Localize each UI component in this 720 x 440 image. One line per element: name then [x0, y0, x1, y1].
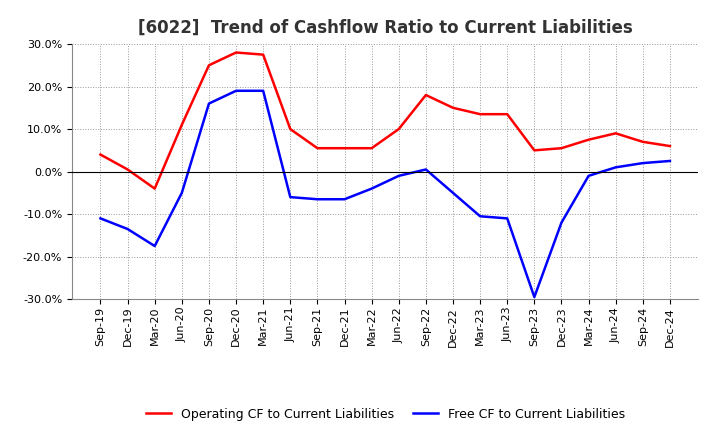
Operating CF to Current Liabilities [367, 146, 376, 151]
Free CF to Current Liabilities [96, 216, 105, 221]
Free CF to Current Liabilities [503, 216, 511, 221]
Free CF to Current Liabilities [367, 186, 376, 191]
Operating CF to Current Liabilities [204, 62, 213, 68]
Operating CF to Current Liabilities [150, 186, 159, 191]
Free CF to Current Liabilities [204, 101, 213, 106]
Operating CF to Current Liabilities [178, 122, 186, 128]
Free CF to Current Liabilities [421, 167, 430, 172]
Free CF to Current Liabilities [557, 220, 566, 225]
Operating CF to Current Liabilities [665, 143, 674, 149]
Operating CF to Current Liabilities [584, 137, 593, 142]
Free CF to Current Liabilities [341, 197, 349, 202]
Free CF to Current Liabilities [584, 173, 593, 179]
Operating CF to Current Liabilities [557, 146, 566, 151]
Operating CF to Current Liabilities [611, 131, 620, 136]
Free CF to Current Liabilities [123, 226, 132, 231]
Operating CF to Current Liabilities [232, 50, 240, 55]
Line: Operating CF to Current Liabilities: Operating CF to Current Liabilities [101, 52, 670, 189]
Free CF to Current Liabilities [178, 190, 186, 195]
Operating CF to Current Liabilities [530, 148, 539, 153]
Operating CF to Current Liabilities [395, 126, 403, 132]
Operating CF to Current Liabilities [639, 139, 647, 144]
Free CF to Current Liabilities [530, 294, 539, 300]
Operating CF to Current Liabilities [259, 52, 268, 57]
Operating CF to Current Liabilities [503, 111, 511, 117]
Free CF to Current Liabilities [395, 173, 403, 179]
Operating CF to Current Liabilities [476, 111, 485, 117]
Free CF to Current Liabilities [476, 214, 485, 219]
Title: [6022]  Trend of Cashflow Ratio to Current Liabilities: [6022] Trend of Cashflow Ratio to Curren… [138, 19, 633, 37]
Free CF to Current Liabilities [286, 194, 294, 200]
Operating CF to Current Liabilities [96, 152, 105, 157]
Free CF to Current Liabilities [259, 88, 268, 93]
Operating CF to Current Liabilities [341, 146, 349, 151]
Free CF to Current Liabilities [639, 161, 647, 166]
Operating CF to Current Liabilities [421, 92, 430, 98]
Free CF to Current Liabilities [611, 165, 620, 170]
Operating CF to Current Liabilities [123, 167, 132, 172]
Line: Free CF to Current Liabilities: Free CF to Current Liabilities [101, 91, 670, 297]
Legend: Operating CF to Current Liabilities, Free CF to Current Liabilities: Operating CF to Current Liabilities, Fre… [140, 403, 630, 425]
Operating CF to Current Liabilities [313, 146, 322, 151]
Free CF to Current Liabilities [150, 243, 159, 249]
Operating CF to Current Liabilities [286, 126, 294, 132]
Operating CF to Current Liabilities [449, 105, 457, 110]
Free CF to Current Liabilities [449, 190, 457, 195]
Free CF to Current Liabilities [313, 197, 322, 202]
Free CF to Current Liabilities [232, 88, 240, 93]
Free CF to Current Liabilities [665, 158, 674, 164]
